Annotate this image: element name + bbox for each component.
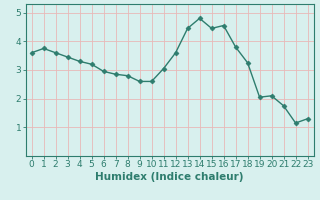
X-axis label: Humidex (Indice chaleur): Humidex (Indice chaleur) [95, 172, 244, 182]
